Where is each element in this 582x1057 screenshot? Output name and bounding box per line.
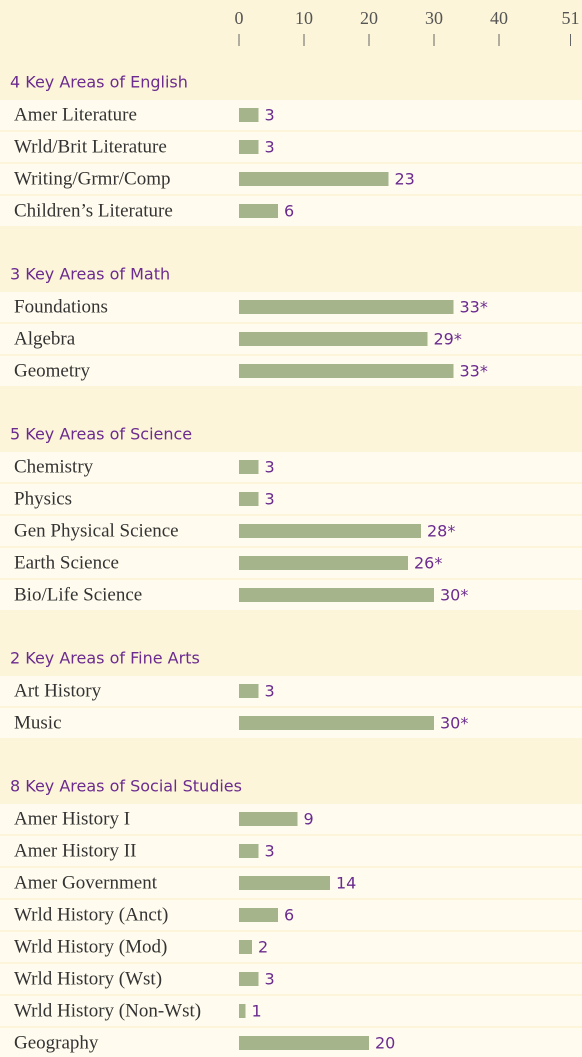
row-band [0, 484, 582, 514]
value-label: 14 [336, 874, 356, 893]
group-title: 3 Key Areas of Math [10, 265, 170, 284]
value-label: 30* [440, 586, 468, 605]
x-tick-label: 20 [360, 8, 378, 28]
bar [239, 972, 259, 986]
value-label: 29* [434, 330, 462, 349]
bar [239, 684, 259, 698]
category-label: Amer History II [14, 840, 136, 861]
bar [239, 492, 259, 506]
bar [239, 876, 330, 890]
bar [239, 172, 389, 186]
value-label: 3 [265, 970, 275, 989]
group-title: 4 Key Areas of English [10, 73, 188, 92]
value-label: 9 [304, 810, 314, 829]
value-label: 26* [414, 554, 442, 573]
bar [239, 556, 408, 570]
value-label: 1 [252, 1002, 262, 1021]
category-label: Chemistry [14, 456, 94, 477]
bar [239, 204, 278, 218]
category-label: Children’s Literature [14, 200, 173, 221]
row-band [0, 996, 582, 1026]
group-title: 2 Key Areas of Fine Arts [10, 649, 200, 668]
category-label: Geography [14, 1032, 99, 1053]
group-title: 5 Key Areas of Science [10, 425, 192, 444]
row-band [0, 900, 582, 930]
category-label: Geometry [14, 360, 90, 381]
group-title: 8 Key Areas of Social Studies [10, 777, 242, 796]
x-tick-label: 51 [562, 8, 580, 28]
value-label: 3 [265, 490, 275, 509]
category-label: Art History [14, 680, 102, 701]
bar [239, 364, 454, 378]
category-label: Amer Literature [14, 104, 137, 125]
category-label: Writing/Grmr/Comp [14, 168, 171, 189]
category-label: Wrld History (Mod) [14, 936, 167, 957]
category-label: Wrld History (Non-Wst) [14, 1000, 201, 1021]
category-label: Earth Science [14, 552, 119, 573]
x-tick-label: 10 [295, 8, 313, 28]
row-band [0, 676, 582, 706]
value-label: 3 [265, 138, 275, 157]
bar [239, 908, 278, 922]
x-tick-label: 30 [425, 8, 443, 28]
bar [239, 716, 434, 730]
bar [239, 940, 252, 954]
value-label: 30* [440, 714, 468, 733]
row-band [0, 452, 582, 482]
x-tick-label: 40 [490, 8, 508, 28]
value-label: 28* [427, 522, 455, 541]
category-label: Bio/Life Science [14, 584, 142, 605]
category-label: Music [14, 712, 62, 733]
row-band [0, 132, 582, 162]
category-label: Amer Government [14, 872, 158, 893]
bar [239, 812, 298, 826]
bar [239, 108, 259, 122]
category-label: Wrld History (Wst) [14, 968, 162, 989]
category-label: Algebra [14, 328, 76, 349]
bar [239, 460, 259, 474]
bar [239, 524, 421, 538]
bar [239, 1036, 369, 1050]
value-label: 6 [284, 906, 294, 925]
bar [239, 588, 434, 602]
row-band [0, 932, 582, 962]
value-label: 6 [284, 202, 294, 221]
value-label: 3 [265, 842, 275, 861]
bar [239, 140, 259, 154]
category-label: Amer History I [14, 808, 130, 829]
value-label: 33* [460, 362, 488, 381]
value-label: 3 [265, 682, 275, 701]
value-label: 3 [265, 106, 275, 125]
bar [239, 300, 454, 314]
value-label: 23 [395, 170, 415, 189]
value-label: 2 [258, 938, 268, 957]
category-label: Gen Physical Science [14, 520, 179, 541]
value-label: 33* [460, 298, 488, 317]
value-label: 3 [265, 458, 275, 477]
row-band [0, 196, 582, 226]
bar [239, 332, 428, 346]
x-tick-label: 0 [235, 8, 244, 28]
category-label: Wrld/Brit Literature [14, 136, 167, 157]
category-label: Foundations [14, 296, 108, 317]
bar [239, 1004, 246, 1018]
row-band [0, 836, 582, 866]
row-band [0, 964, 582, 994]
category-label: Physics [14, 488, 72, 509]
value-label: 20 [375, 1034, 395, 1053]
row-band [0, 100, 582, 130]
bar [239, 844, 259, 858]
category-label: Wrld History (Anct) [14, 904, 168, 925]
